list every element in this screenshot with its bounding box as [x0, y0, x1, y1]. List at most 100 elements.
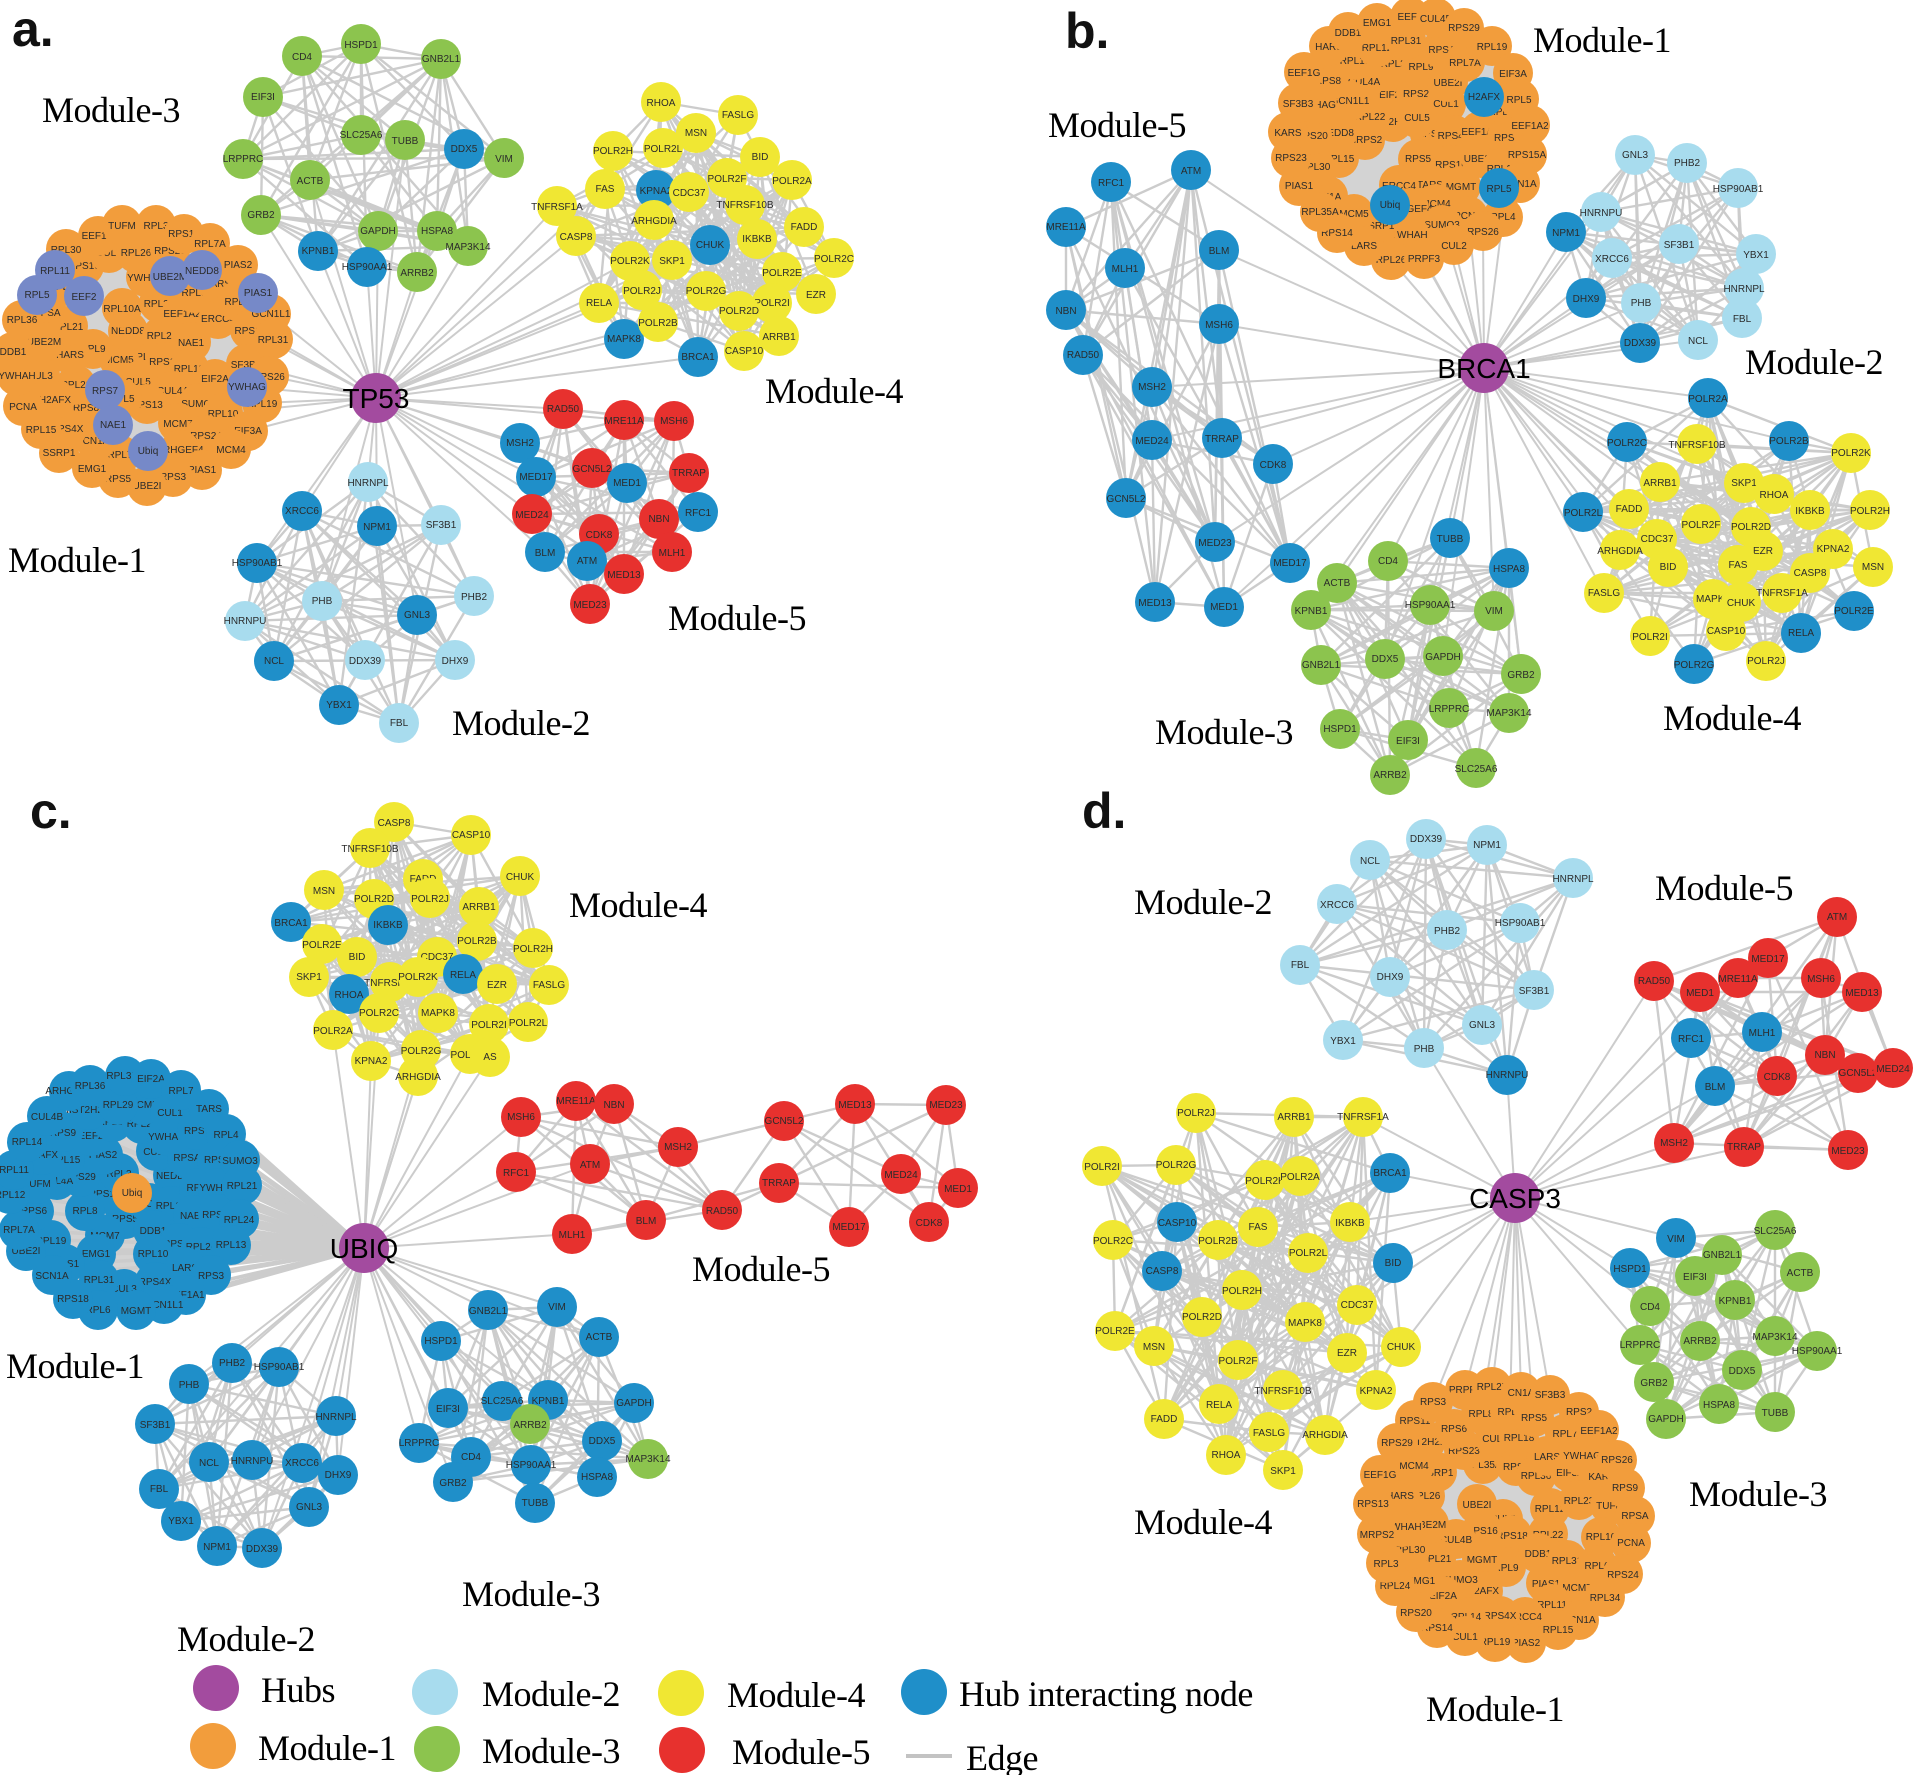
- svg-text:Hub interacting node: Hub interacting node: [959, 1674, 1253, 1714]
- svg-text:MED17: MED17: [1751, 954, 1785, 965]
- svg-text:RELA: RELA: [1206, 1400, 1232, 1411]
- svg-text:CUL2: CUL2: [96, 248, 122, 259]
- svg-text:IKBKB: IKBKB: [373, 920, 403, 931]
- svg-text:MED13: MED13: [838, 1100, 872, 1111]
- svg-text:RPL8: RPL8: [224, 297, 249, 308]
- svg-text:SSRP1: SSRP1: [1421, 1468, 1454, 1479]
- svg-text:DHX9: DHX9: [442, 656, 469, 667]
- svg-text:POLR2D: POLR2D: [719, 306, 759, 317]
- svg-text:TRRAP: TRRAP: [1205, 434, 1239, 445]
- svg-text:CUL2: CUL2: [1441, 241, 1467, 252]
- svg-text:NEDD8: NEDD8: [156, 1171, 190, 1182]
- svg-text:HSP90AB1: HSP90AB1: [254, 1362, 305, 1373]
- svg-text:GCN1L1: GCN1L1: [1331, 96, 1370, 107]
- svg-text:FBL: FBL: [390, 718, 409, 729]
- svg-text:NCL: NCL: [264, 656, 284, 667]
- svg-text:POLR2L: POLR2L: [509, 1018, 548, 1029]
- svg-text:RAD50: RAD50: [706, 1206, 739, 1217]
- svg-text:RPL27: RPL27: [1477, 1382, 1508, 1393]
- svg-text:BLM: BLM: [1209, 246, 1230, 257]
- svg-text:HIST2H2BE: HIST2H2BE: [1366, 117, 1421, 128]
- svg-text:EIF2A: EIF2A: [1379, 90, 1407, 101]
- svg-text:RPL4: RPL4: [1490, 212, 1515, 223]
- svg-text:RPL21: RPL21: [1421, 1554, 1452, 1565]
- svg-text:EEF1G: EEF1G: [82, 231, 115, 242]
- svg-text:Module-2: Module-2: [1745, 342, 1883, 382]
- svg-text:RPL3: RPL3: [106, 1169, 131, 1180]
- svg-text:EEF1A1: EEF1A1: [1461, 127, 1499, 138]
- svg-text:POLR2K: POLR2K: [610, 256, 650, 267]
- svg-text:RPS8: RPS8: [1315, 76, 1342, 87]
- svg-text:MCM4: MCM4: [1399, 1461, 1429, 1472]
- svg-text:RPL26: RPL26: [1376, 255, 1407, 266]
- svg-text:PIAS2: PIAS2: [1512, 1638, 1541, 1649]
- svg-text:CUL3: CUL3: [27, 371, 53, 382]
- svg-text:Module-5: Module-5: [1048, 105, 1186, 145]
- svg-text:GRB2: GRB2: [1507, 670, 1535, 681]
- svg-text:EIF2A: EIF2A: [1429, 1591, 1457, 1602]
- svg-text:UBE2I: UBE2I: [133, 481, 162, 492]
- svg-text:HSP90AB1: HSP90AB1: [232, 558, 283, 569]
- svg-text:RPL23: RPL23: [1564, 1496, 1595, 1507]
- svg-text:POLR2C: POLR2C: [1093, 1236, 1133, 1247]
- svg-text:CASP10: CASP10: [1158, 1218, 1197, 1229]
- svg-text:NEDD8: NEDD8: [1320, 128, 1354, 139]
- svg-text:ARHGEF4: ARHGEF4: [45, 1086, 93, 1097]
- svg-text:CASP3: CASP3: [1469, 1183, 1561, 1214]
- svg-text:POLR2F: POLR2F: [708, 174, 747, 185]
- svg-text:RPL7A: RPL7A: [1449, 58, 1481, 69]
- svg-text:KPNA2: KPNA2: [1360, 1386, 1393, 1397]
- svg-text:DHX9: DHX9: [325, 1470, 352, 1481]
- svg-text:RPL3: RPL3: [143, 221, 168, 232]
- svg-text:MED17: MED17: [519, 472, 553, 483]
- svg-text:EIF3I: EIF3I: [436, 1404, 460, 1415]
- svg-text:ARRB2: ARRB2: [1683, 1336, 1717, 1347]
- svg-text:YWHAH: YWHAH: [1384, 1522, 1421, 1533]
- svg-text:ARHGDIA: ARHGDIA: [395, 1072, 441, 1083]
- svg-text:RPL11: RPL11: [1537, 1600, 1567, 1611]
- svg-text:Module-3: Module-3: [462, 1574, 600, 1614]
- svg-text:GCN1L1: GCN1L1: [145, 1300, 184, 1311]
- svg-text:CUL4B: CUL4B: [1440, 1535, 1473, 1546]
- svg-text:RPS4X: RPS4X: [51, 424, 84, 435]
- svg-text:IKBKB: IKBKB: [742, 234, 772, 245]
- svg-text:RPL24: RPL24: [224, 1215, 255, 1226]
- svg-text:CASP10: CASP10: [725, 346, 764, 357]
- svg-text:ARRB2: ARRB2: [1373, 770, 1407, 781]
- svg-text:MAP3K14: MAP3K14: [1486, 708, 1531, 719]
- svg-text:NPM1: NPM1: [1552, 228, 1580, 239]
- svg-text:RPL10: RPL10: [138, 1249, 169, 1260]
- svg-text:NPM1: NPM1: [363, 522, 391, 533]
- svg-text:MED17: MED17: [1273, 558, 1307, 569]
- svg-text:MLH1: MLH1: [659, 548, 686, 559]
- svg-text:RPS11: RPS11: [1400, 1416, 1431, 1427]
- svg-text:EZR: EZR: [1753, 546, 1773, 557]
- svg-text:POLR2A: POLR2A: [313, 1026, 353, 1037]
- svg-text:PHB: PHB: [1414, 1044, 1435, 1055]
- svg-text:UBE2M: UBE2M: [1464, 154, 1498, 165]
- svg-text:HNRNPL: HNRNPL: [347, 478, 389, 489]
- svg-text:BLM: BLM: [636, 1216, 657, 1227]
- svg-text:RFC1: RFC1: [1678, 1034, 1705, 1045]
- svg-text:POLR2F: POLR2F: [451, 1050, 490, 1061]
- svg-text:ERCC4: ERCC4: [132, 1199, 166, 1210]
- svg-text:ARRB2: ARRB2: [513, 1420, 547, 1431]
- svg-text:KARS: KARS: [1588, 1472, 1616, 1483]
- svg-text:RPL5: RPL5: [1506, 95, 1531, 106]
- svg-text:HARS: HARS: [1315, 42, 1343, 53]
- svg-text:CUL4A: CUL4A: [157, 386, 190, 397]
- svg-text:SF3B1: SF3B1: [1519, 986, 1550, 997]
- svg-text:POLR2G: POLR2G: [401, 1046, 442, 1057]
- svg-text:MED1: MED1: [1686, 988, 1714, 999]
- svg-text:MSN: MSN: [313, 886, 335, 897]
- svg-text:POLR2G: POLR2G: [686, 286, 727, 297]
- svg-text:TARS: TARS: [196, 1104, 222, 1115]
- svg-text:MSN: MSN: [685, 128, 707, 139]
- svg-text:RPS24: RPS24: [163, 1239, 195, 1250]
- svg-text:RPL22: RPL22: [1355, 112, 1386, 123]
- svg-text:FAS: FAS: [1249, 1222, 1268, 1233]
- svg-text:EIF2A: EIF2A: [137, 1074, 165, 1085]
- svg-text:SF3B1: SF3B1: [140, 1420, 171, 1431]
- svg-text:CDK8: CDK8: [586, 530, 613, 541]
- svg-text:HSP90AA1: HSP90AA1: [1405, 600, 1456, 611]
